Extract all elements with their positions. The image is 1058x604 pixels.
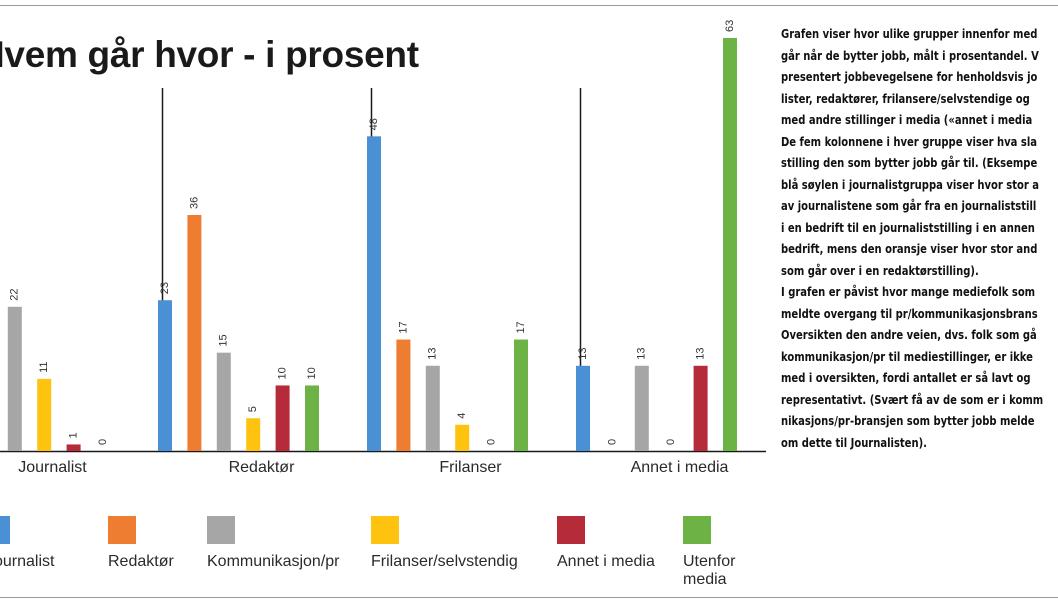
data-label: 10 <box>277 367 289 379</box>
bar-3-5 <box>723 38 737 451</box>
bar-2-2 <box>425 365 440 451</box>
description-line: representativt. (Svært få av de som er i… <box>781 392 1044 407</box>
data-label: 0 <box>486 439 498 445</box>
description-line: meldte overgang til pr/kommunikasjonsbra… <box>781 306 1038 321</box>
bar-3-4 <box>693 365 708 451</box>
data-label: 4 <box>456 413 468 419</box>
data-label: 13 <box>636 348 648 360</box>
legend-swatch <box>207 516 235 544</box>
description-line: i en bedrift til en journaliststilling i… <box>781 220 1035 235</box>
category-label: Journalist <box>18 459 87 476</box>
legend-label: Frilanser/selvstendig <box>371 553 518 570</box>
description-line: De fem kolonnene i hver gruppe viser hva… <box>781 134 1038 149</box>
bar-2-1 <box>396 339 411 451</box>
description-line: som går over i en redaktørstilling). <box>781 263 979 278</box>
bar-0-4 <box>66 444 81 451</box>
description-line: av journalistene som går fra en journali… <box>781 199 1037 213</box>
data-label: 1 <box>68 432 80 438</box>
bar-0-3 <box>37 378 52 451</box>
data-label: 36 <box>188 197 200 209</box>
data-label: 63 <box>724 20 736 32</box>
description-line: blå søylen i journalistgruppa viser hvor… <box>781 177 1040 192</box>
bar-2-3 <box>455 424 470 451</box>
data-label: 10 <box>306 367 318 379</box>
data-label: 23 <box>159 282 171 294</box>
description-line: med andre stillinger i media («annet i m… <box>781 113 1033 127</box>
data-label: 13 <box>427 348 439 360</box>
legend-label: Annet i media <box>557 553 655 570</box>
data-label: 17 <box>397 321 409 333</box>
description-line: om dette til Journalisten). <box>781 435 927 450</box>
bar-chart: 22221110Journalist23361551010Redaktør481… <box>0 20 766 476</box>
data-label: 0 <box>606 439 618 445</box>
bar-2-5 <box>514 339 528 451</box>
description-line: Grafen viser hvor ulike grupper innenfor… <box>781 27 1038 41</box>
bar-0-2 <box>7 306 22 451</box>
data-label: 0 <box>97 439 109 445</box>
description-line: presentert jobbevegelsene for henholdsvi… <box>781 70 1038 84</box>
data-label: 48 <box>368 118 380 130</box>
bar-1-1 <box>187 215 202 451</box>
data-label: 0 <box>665 439 677 445</box>
category-label: Frilanser <box>439 459 502 476</box>
data-label: 15 <box>218 334 230 346</box>
bar-1-2 <box>216 352 231 451</box>
description-line: stilling den som bytter jobb går til. (E… <box>781 156 1038 170</box>
description-line: lister, redaktører, frilansere/selvstend… <box>781 91 1030 106</box>
description-line: Oversikten den andre veien, dvs. folk so… <box>781 328 1037 342</box>
bar-1-5 <box>305 385 319 451</box>
data-label: 5 <box>247 406 259 412</box>
data-label: 17 <box>515 321 527 333</box>
data-label: 22 <box>9 289 21 301</box>
description-line: bedrift, mens den oransje viser hvor sto… <box>781 242 1038 256</box>
bar-2-0 <box>367 136 381 452</box>
data-label: 13 <box>695 348 707 360</box>
legend-label: Utenfor media <box>683 553 736 588</box>
description-line: går når de bytter jobb, målt i prosentan… <box>781 48 1039 63</box>
top-rule <box>0 5 1058 6</box>
category-label: Redaktør <box>229 459 295 476</box>
data-label: 13 <box>577 348 589 360</box>
description-line: med i oversikten, fordi antallet er så l… <box>781 371 1031 385</box>
description-line: I grafen er påvist hvor mange mediefolk … <box>781 285 1036 299</box>
description-line: nikasjons/pr-bransjen som bytter jobb me… <box>781 414 1035 428</box>
chart-title: Hvem går hvor - i prosent <box>0 34 419 75</box>
legend-label: Journalist <box>0 553 55 570</box>
legend-label: Redaktør <box>108 553 174 570</box>
legend-swatch <box>108 516 136 544</box>
bar-1-0 <box>158 300 172 451</box>
description-text: Grafen viser hvor ulike grupper innenfor… <box>781 24 1044 454</box>
bar-3-2 <box>634 365 649 451</box>
legend-swatch <box>371 516 399 544</box>
legend-label: Kommunikasjon/pr <box>207 553 340 570</box>
bar-3-0 <box>576 365 590 451</box>
description-line: kommunikasjon/pr til mediestillinger, er… <box>781 349 1033 364</box>
data-label: 11 <box>38 361 50 372</box>
legend-swatch <box>557 516 585 544</box>
bar-1-4 <box>275 385 290 451</box>
legend-swatch <box>683 516 711 544</box>
legend-swatch <box>0 516 10 544</box>
bottom-rule <box>0 597 1058 598</box>
bar-1-3 <box>246 418 261 451</box>
category-label: Annet i media <box>631 459 729 476</box>
